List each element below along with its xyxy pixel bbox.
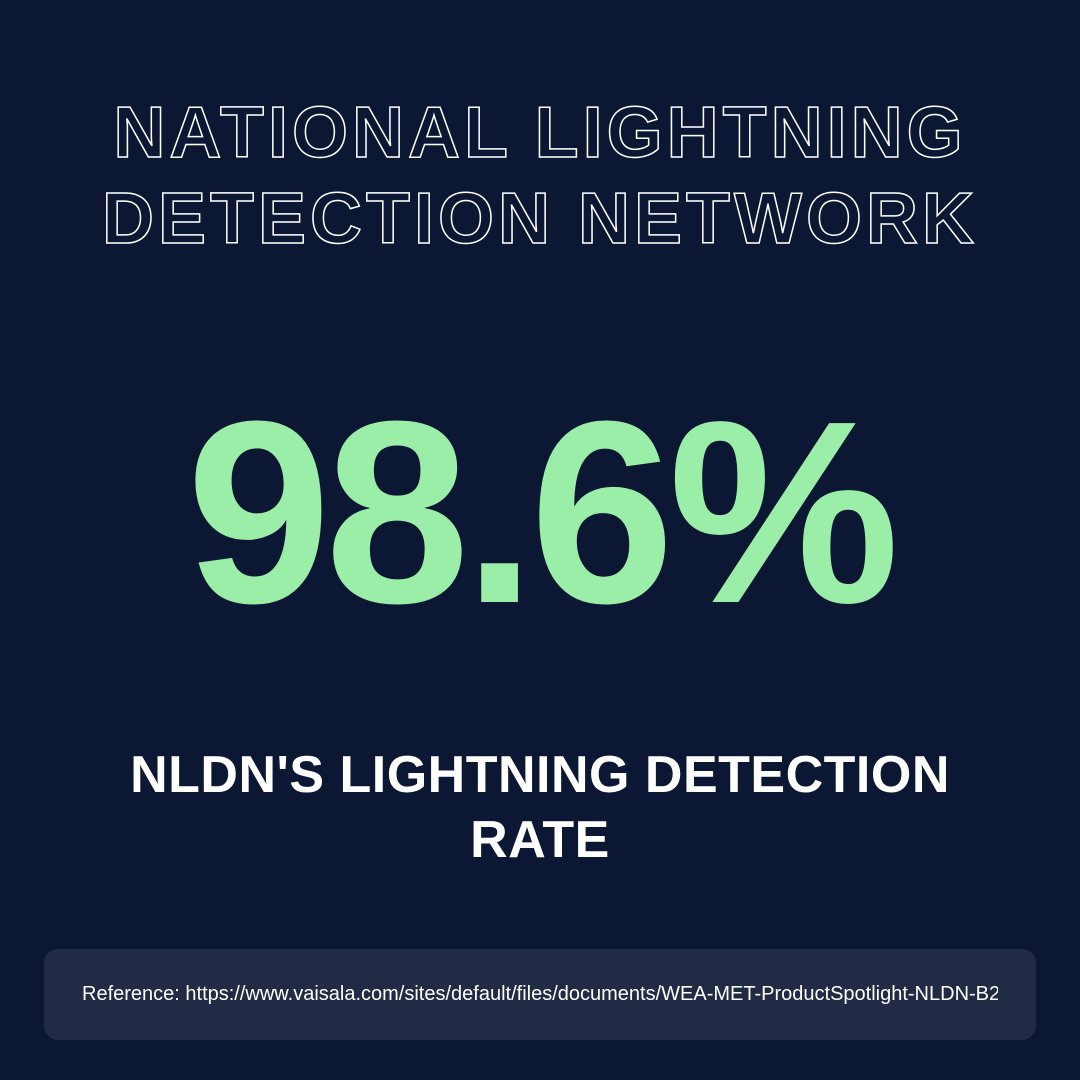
reference-box: Reference: https://www.vaisala.com/sites…	[44, 949, 1036, 1040]
reference-text: Reference: https://www.vaisala.com/sites…	[82, 983, 998, 1006]
statistic-value: 98.6%	[186, 383, 893, 643]
statistic-subtitle: NLDN'S LIGHTNING DETECTION RATE	[60, 743, 1020, 873]
headline-title: NATIONAL LIGHTNING DETECTION NETWORK	[60, 90, 1020, 263]
